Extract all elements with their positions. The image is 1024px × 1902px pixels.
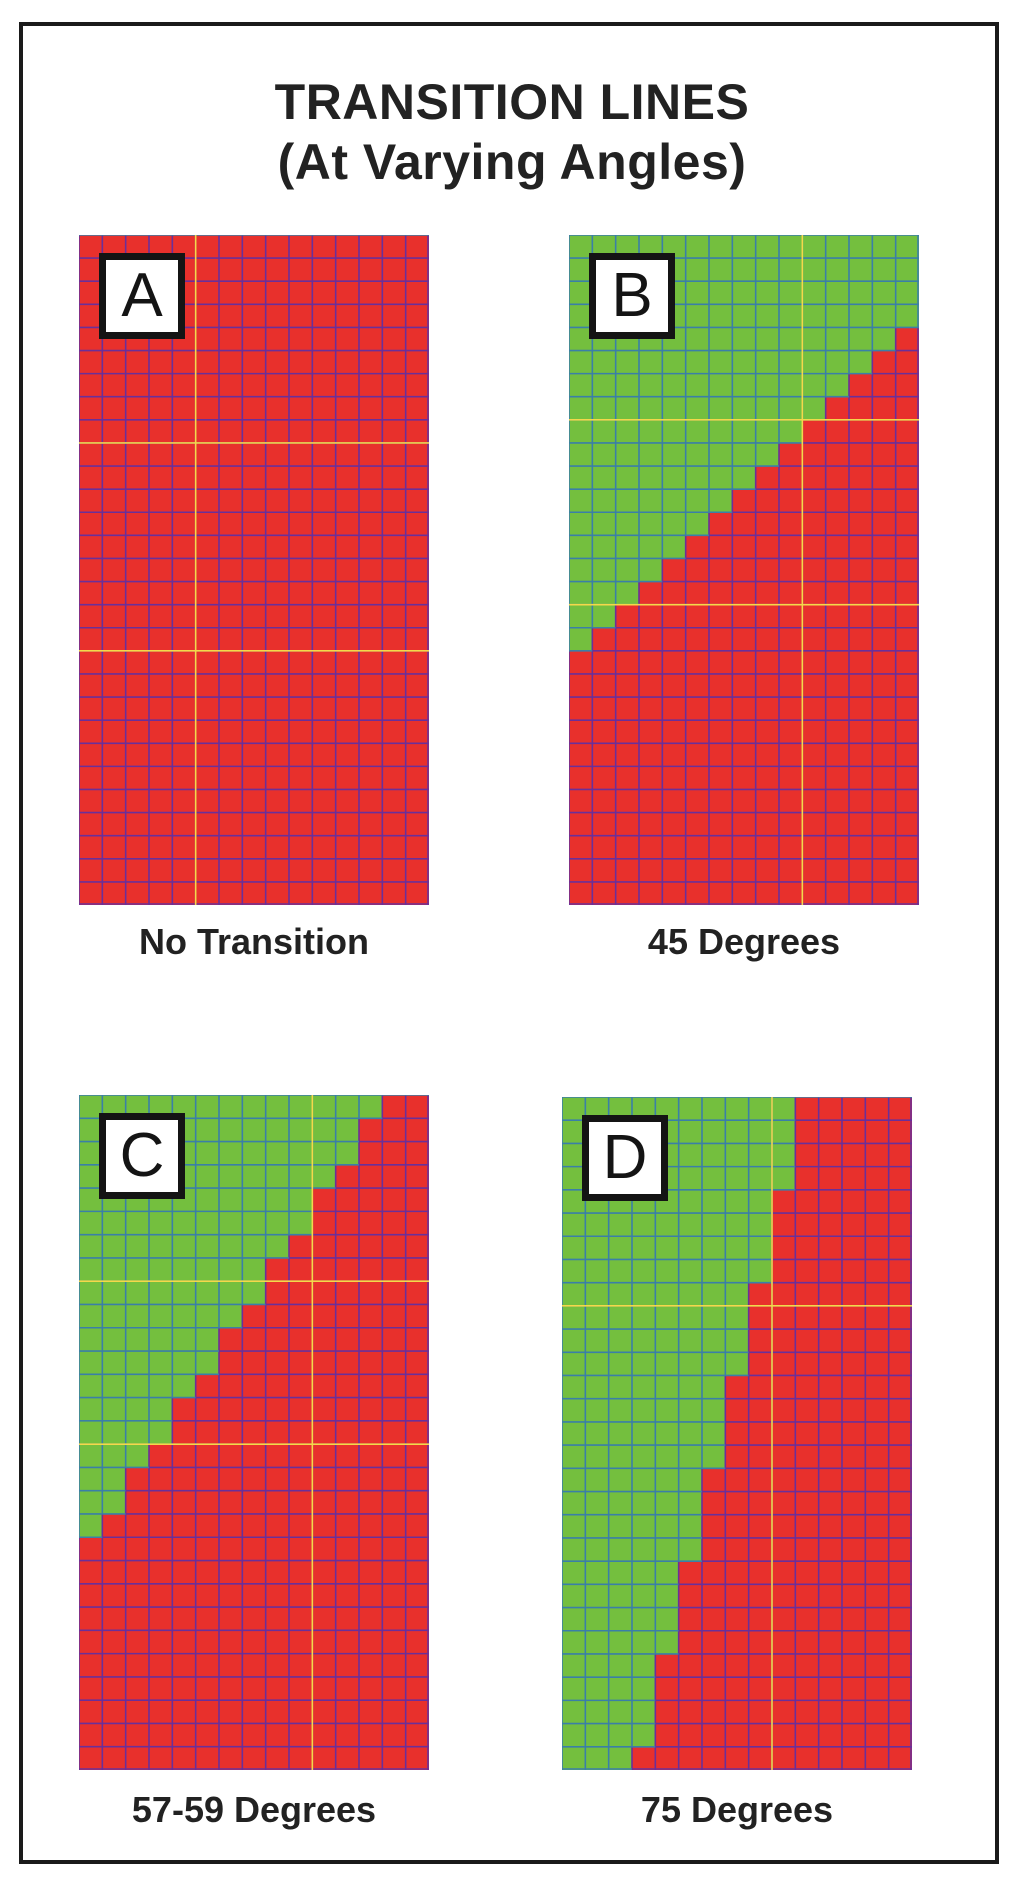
grid-d (562, 1097, 912, 1770)
panel-b-green-column (872, 235, 897, 351)
panel-c-highlight-lines (79, 1095, 429, 1770)
panel-d-green-column (562, 1097, 586, 1770)
panel-c-green-column (359, 1095, 383, 1119)
title-line-1: TRANSITION LINES (274, 74, 750, 130)
panel-c-label: C (99, 1113, 185, 1199)
panel-d-label: D (582, 1115, 668, 1201)
title-line-2: (At Varying Angles) (277, 134, 747, 190)
panel-d-green-column (585, 1097, 610, 1770)
grid-c (79, 1095, 429, 1770)
panel-c-57-59-degrees: C (79, 1095, 429, 1770)
grid-a (79, 235, 429, 905)
panel-b-label: B (589, 253, 675, 339)
panel-a-label: A (99, 253, 185, 339)
panel-c-green-column (79, 1095, 103, 1538)
panel-c-green-column (265, 1095, 290, 1258)
panel-d-75-degrees: D (562, 1097, 912, 1770)
grid-b (569, 235, 919, 905)
panel-c-green-column (335, 1095, 360, 1165)
panel-a-no-transition: A (79, 235, 429, 905)
panel-b-green-column (685, 235, 710, 536)
panel-d-green-column (608, 1097, 633, 1770)
panel-c-green-column (242, 1095, 267, 1305)
panel-c-caption: 57-59 Degrees (131, 1789, 377, 1830)
panel-b-45-degrees: B (569, 235, 919, 905)
panel-b-caption: 45 Degrees (647, 921, 841, 962)
panel-b-green-column (732, 235, 757, 490)
figure-title: TRANSITION LINES (At Varying Angles) (0, 72, 1024, 192)
panel-a-highlight-lines (79, 235, 429, 905)
panel-a-caption: No Transition (138, 921, 369, 962)
panel-b-green-column (825, 235, 850, 397)
panel-b-highlight-lines (569, 235, 919, 905)
panel-d-caption: 75 Degrees (640, 1789, 834, 1830)
panel-b-green-column (779, 235, 803, 443)
panel-a-red-region (79, 235, 429, 905)
panel-d-highlight-lines (562, 1097, 912, 1770)
